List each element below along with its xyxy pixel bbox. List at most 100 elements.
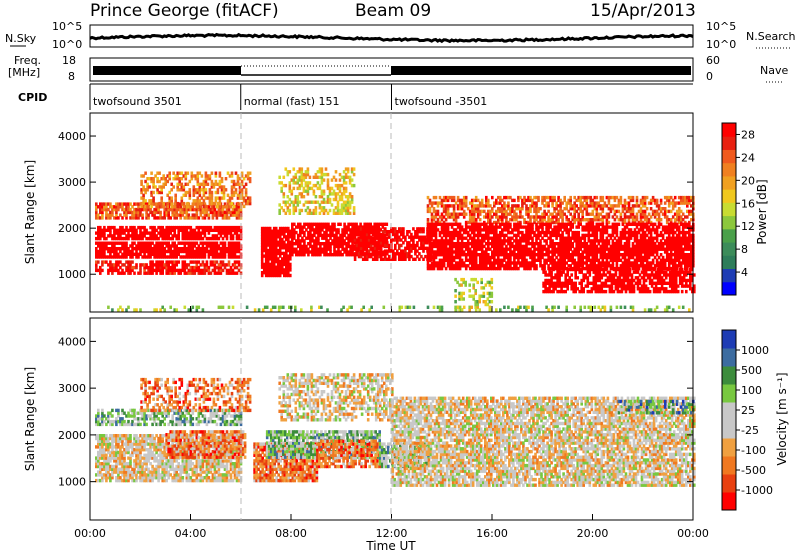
data-cell — [334, 197, 338, 202]
data-cell — [167, 268, 170, 273]
data-cell — [565, 215, 568, 219]
data-cell — [533, 233, 536, 238]
data-cell — [555, 225, 558, 229]
data-cell — [426, 258, 430, 262]
data-cell — [326, 181, 330, 185]
data-cell — [460, 198, 464, 203]
data-cell — [472, 225, 476, 229]
data-cell — [144, 199, 147, 203]
data-cell — [593, 201, 597, 205]
data-cell — [330, 203, 334, 207]
data-cell — [119, 236, 122, 241]
data-cell — [464, 255, 468, 260]
data-cell — [302, 189, 306, 193]
data-cell — [677, 239, 681, 243]
data-cell — [466, 253, 470, 257]
data-cell — [202, 193, 206, 197]
data-cell — [341, 244, 344, 249]
data-cell — [363, 246, 367, 250]
data-cell — [161, 265, 164, 270]
data-cell — [503, 212, 506, 216]
data-cell — [430, 247, 434, 251]
data-cell — [234, 182, 238, 186]
data-cell — [501, 264, 504, 268]
data-cell — [478, 222, 482, 226]
data-cell — [173, 207, 176, 212]
data-cell — [539, 239, 542, 243]
data-cell — [631, 198, 635, 203]
data-cell — [531, 228, 534, 232]
data-cell — [388, 230, 391, 234]
data-cell — [201, 268, 205, 273]
data-cell — [609, 195, 613, 200]
data-cell — [109, 249, 112, 254]
data-cell — [410, 243, 413, 248]
data-cell — [641, 201, 645, 205]
data-cell — [186, 182, 190, 186]
data-cell — [529, 225, 532, 229]
data-cell — [491, 244, 494, 249]
data-cell — [228, 174, 232, 178]
data-cell — [303, 253, 306, 257]
data-cell — [198, 199, 202, 203]
data-cell — [591, 209, 595, 214]
data-cell — [369, 254, 373, 259]
data-cell — [527, 264, 530, 268]
data-cell — [312, 211, 316, 215]
data-cell — [436, 244, 440, 249]
data-cell — [631, 218, 635, 222]
data-cell — [545, 261, 548, 265]
data-cell — [171, 210, 174, 215]
data-cell — [359, 243, 363, 248]
data-cell — [318, 183, 322, 188]
data-cell — [237, 263, 241, 267]
data-cell — [448, 266, 452, 271]
data-cell — [199, 213, 203, 217]
data-cell — [565, 230, 568, 235]
data-cell — [217, 247, 221, 251]
data-cell — [129, 260, 132, 264]
data-cell — [196, 190, 200, 195]
data-cell — [579, 218, 582, 222]
data-cell — [468, 209, 472, 214]
data-cell — [509, 207, 512, 211]
data-cell — [229, 255, 233, 259]
data-cell — [111, 271, 114, 275]
data-cell — [468, 266, 472, 271]
data-cell — [304, 183, 308, 188]
data-cell — [149, 255, 152, 259]
data-cell — [151, 210, 154, 215]
data-cell — [268, 237, 272, 242]
data-cell — [573, 212, 576, 216]
data-cell — [338, 178, 342, 182]
data-cell — [151, 265, 154, 270]
data-cell — [690, 218, 693, 222]
data-cell — [272, 271, 276, 275]
data-cell — [476, 198, 480, 203]
data-cell — [320, 181, 324, 185]
data-cell — [681, 198, 685, 203]
data-cell — [513, 228, 516, 232]
data-cell — [487, 255, 490, 260]
data-cell — [223, 252, 227, 256]
data-cell — [375, 249, 379, 253]
data-cell — [571, 207, 574, 211]
data-cell — [551, 218, 554, 222]
data-cell — [436, 228, 440, 232]
data-cell — [221, 225, 225, 230]
data-cell — [472, 239, 476, 243]
data-cell — [621, 209, 625, 214]
data-cell — [146, 182, 149, 186]
data-cell — [462, 236, 466, 240]
data-cell — [557, 209, 560, 214]
data-cell — [223, 210, 227, 215]
data-cell — [507, 264, 510, 268]
data-cell — [438, 222, 442, 226]
data-cell — [396, 238, 399, 242]
data-cell — [462, 198, 466, 203]
data-cell — [382, 232, 385, 237]
data-cell — [428, 233, 432, 238]
data-cell — [229, 205, 233, 209]
data-cell — [569, 228, 572, 232]
data-cell — [369, 246, 373, 250]
